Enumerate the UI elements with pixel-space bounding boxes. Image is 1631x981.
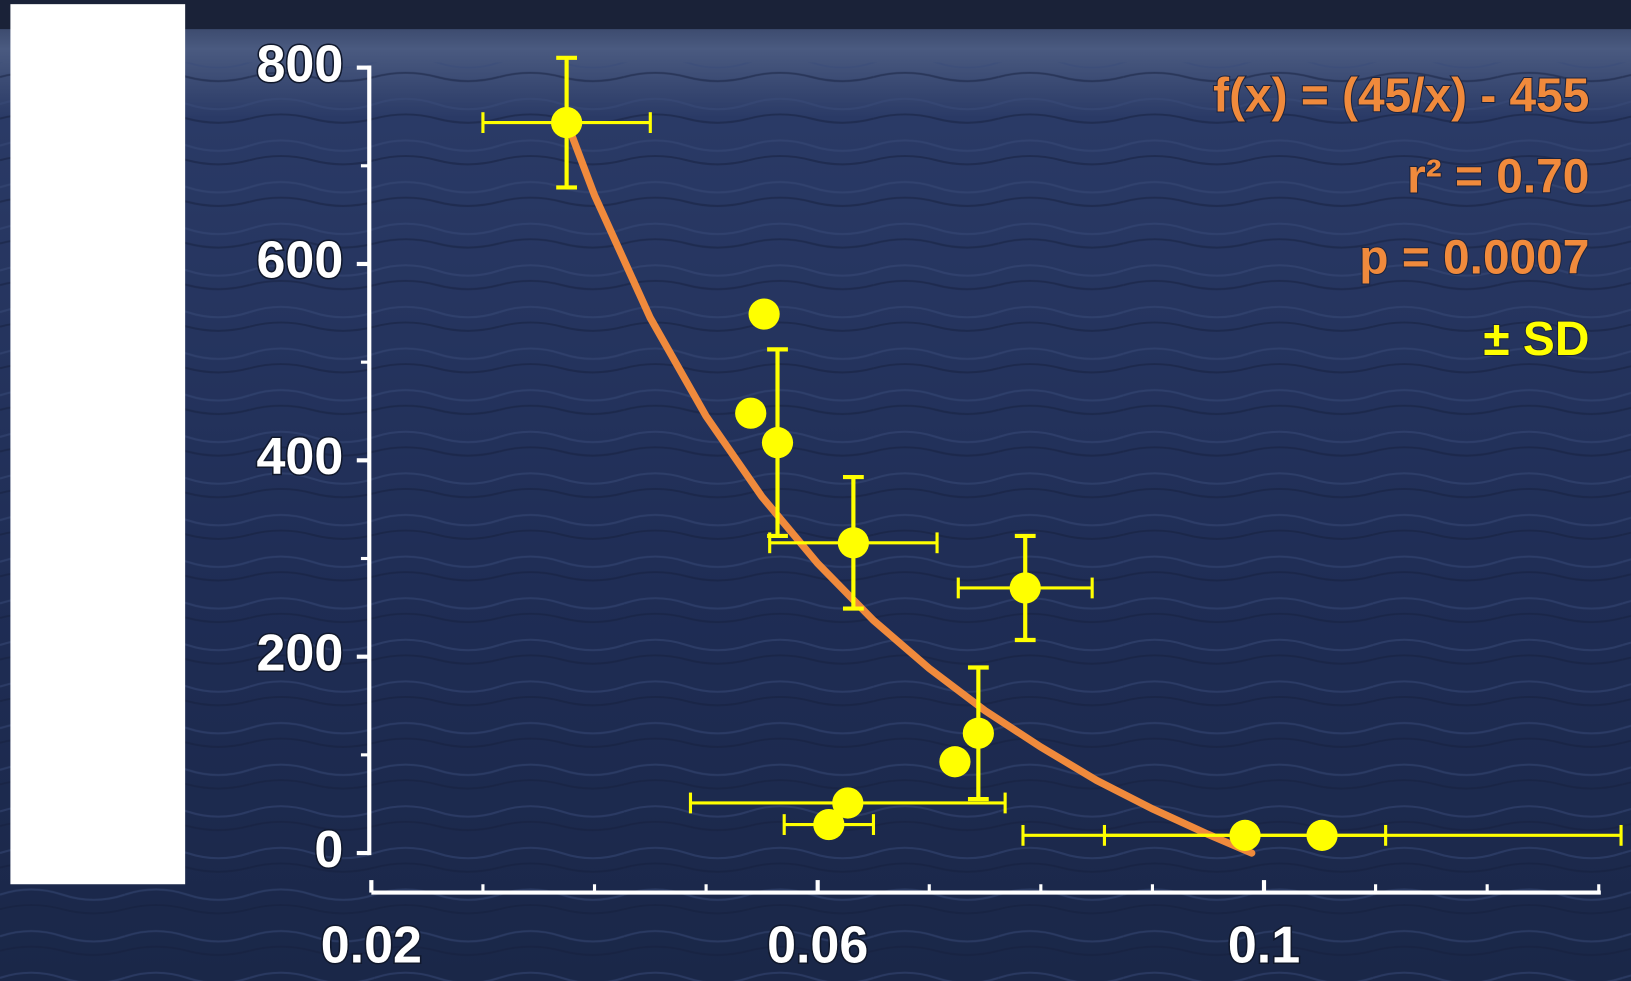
y-tick-label: 0 [314, 821, 343, 879]
y-tick-label: 200 [256, 624, 343, 682]
annotation: ± SD [1483, 313, 1589, 366]
annotation: f(x) = (45/x) - 455 [1213, 69, 1589, 122]
data-point [832, 787, 864, 819]
x-tick-label: 0.1 [1228, 916, 1300, 974]
data-point [1306, 819, 1338, 851]
blank-panel [10, 4, 186, 885]
data-point [735, 397, 767, 429]
fit-curve [562, 117, 1256, 857]
data-point [813, 808, 845, 841]
data-point [939, 746, 971, 778]
y-tick-label: 800 [256, 35, 343, 93]
annotation: r² = 0.70 [1407, 151, 1589, 204]
y-tick-label: 600 [256, 232, 343, 290]
x-tick-label: 0.02 [321, 916, 422, 974]
data-point [748, 298, 780, 330]
data-point [962, 717, 994, 749]
data-point [551, 106, 583, 139]
y-tick-label: 400 [256, 428, 343, 486]
annotation: p = 0.0007 [1359, 232, 1589, 285]
data-point [761, 427, 794, 459]
annotations: f(x) = (45/x) - 455 r² = 0.70 p = 0.0007 ± … [1212, 68, 1590, 367]
data-point [1009, 572, 1041, 604]
x-tick-label: 0.06 [767, 916, 868, 974]
data-point [837, 527, 869, 559]
shoreline [0, 0, 1631, 30]
